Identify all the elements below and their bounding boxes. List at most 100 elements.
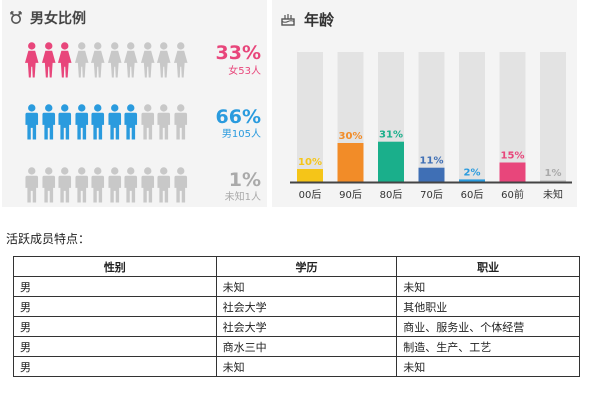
male-person-icon (41, 104, 55, 140)
data-label: 2% (464, 167, 481, 178)
unknown-percent: 1% (228, 169, 261, 191)
male-person-icon (173, 104, 187, 140)
male-person-icon (41, 167, 55, 203)
female-person-icon (123, 42, 138, 78)
male-person-icon (25, 104, 39, 140)
cell-gender: 男 (13, 336, 217, 357)
male-person-icon (157, 104, 171, 140)
bar-track (297, 52, 323, 182)
gender-panel-header: 男女比例 (8, 8, 86, 28)
female-person-icon (173, 42, 188, 78)
gender-ratio-panel: 男女比例 33% 女53人 66% 男105人 1% 未知1人 (2, 0, 267, 207)
gender-panel-title: 男女比例 (30, 11, 86, 27)
data-label: 15% (501, 151, 525, 162)
age-panel: 年龄 10% 00后 30% 90后 31% 80后 11% 70后 2% 60后 15% 60前 1%… (272, 0, 577, 207)
x-tick-label: 60前 (501, 188, 524, 201)
bar-track (459, 52, 485, 182)
unknown-icon-row (24, 166, 188, 204)
cell-gender: 男 (13, 296, 217, 317)
female-person-icon (90, 42, 105, 78)
x-tick-label: 70后 (420, 189, 443, 201)
cell-gender: 男 (13, 276, 217, 297)
bar (499, 162, 526, 182)
male-icon-row (24, 103, 188, 141)
cell-education: 未知 (215, 356, 398, 377)
female-person-icon (57, 42, 72, 78)
male-person-icon (140, 167, 154, 203)
table-row: 男 社会大学 其他职业 (13, 296, 580, 317)
cell-education: 社会大学 (215, 316, 398, 337)
female-count: 女53人 (228, 66, 261, 77)
cell-gender: 男 (13, 356, 217, 377)
female-person-icon (140, 42, 155, 78)
male-person-icon (124, 167, 138, 203)
cell-gender: 男 (13, 316, 217, 337)
header-occupation: 职业 (396, 256, 580, 277)
data-label: 10% (298, 157, 322, 168)
male-person-icon (74, 104, 88, 140)
active-members-title: 活跃成员特点： (6, 232, 91, 246)
cell-occupation: 其他职业 (396, 296, 580, 317)
female-person-icon (24, 42, 39, 78)
x-tick-label: 90后 (339, 189, 362, 201)
male-person-icon (91, 167, 105, 203)
male-person-icon (25, 167, 39, 203)
data-label: 30% (339, 131, 363, 142)
male-person-icon (173, 167, 187, 203)
male-person-icon (74, 167, 88, 203)
male-percent: 66% (215, 106, 261, 128)
male-person-icon (107, 167, 121, 203)
male-person-icon (58, 167, 72, 203)
cell-occupation: 未知 (396, 356, 580, 377)
data-label: 31% (379, 130, 403, 141)
x-tick-label: 00后 (299, 189, 322, 201)
cell-occupation: 制造、生产、工艺 (396, 336, 580, 357)
cell-education: 商水三中 (215, 336, 398, 357)
table-row: 男 未知 未知 (13, 356, 580, 377)
bar (459, 179, 485, 182)
female-person-icon (107, 42, 122, 78)
female-person-icon (41, 42, 56, 78)
birthday-cake-icon (281, 14, 295, 26)
cell-education: 未知 (215, 276, 398, 297)
x-tick-label: 80后 (380, 189, 403, 201)
male-person-icon (58, 104, 72, 140)
cell-occupation: 未知 (396, 276, 580, 297)
male-person-icon (124, 104, 138, 140)
table-row: 男 商水三中 制造、生产、工艺 (13, 336, 580, 357)
female-percent: 33% (215, 42, 261, 64)
bar-track (499, 52, 526, 182)
age-bar-chart: 10% 00后 30% 90后 31% 80后 11% 70后 2% 60后 15% 60前 1% 未知 (290, 52, 572, 201)
bar (297, 169, 323, 182)
bar-track (418, 52, 445, 182)
male-person-icon (107, 104, 121, 140)
male-count: 男105人 (221, 129, 261, 140)
cell-occupation: 商业、服务业、个体经营 (396, 316, 580, 337)
table-header-row: 性别 学历 职业 (13, 256, 580, 277)
bar (418, 167, 445, 182)
x-tick-label: 未知 (543, 188, 563, 201)
female-icon-row (24, 41, 188, 79)
x-tick-label: 60后 (461, 189, 484, 201)
data-label: 1% (545, 168, 562, 179)
header-gender: 性别 (13, 256, 217, 277)
table-row: 男 未知 未知 (13, 276, 580, 297)
bar (378, 141, 404, 182)
active-members-table: 性别 学历 职业 男 未知 未知 男 社会大学 其他职业 男 社会大学 商业、服… (13, 256, 580, 377)
cell-education: 社会大学 (215, 296, 398, 317)
male-person-icon (91, 104, 105, 140)
header-education: 学历 (215, 256, 398, 277)
bar-track (540, 52, 566, 182)
male-person-icon (140, 104, 154, 140)
male-person-icon (157, 167, 171, 203)
age-panel-header: 年龄 (280, 8, 334, 30)
bar (540, 180, 566, 182)
female-person-icon (156, 42, 171, 78)
bar (337, 143, 364, 182)
female-person-icon (74, 42, 89, 78)
data-label: 11% (420, 156, 444, 167)
gender-symbol-icon (10, 11, 22, 24)
table-row: 男 社会大学 商业、服务业、个体经营 (13, 316, 580, 337)
age-panel-title: 年龄 (304, 10, 335, 29)
unknown-count: 未知1人 (224, 192, 261, 203)
